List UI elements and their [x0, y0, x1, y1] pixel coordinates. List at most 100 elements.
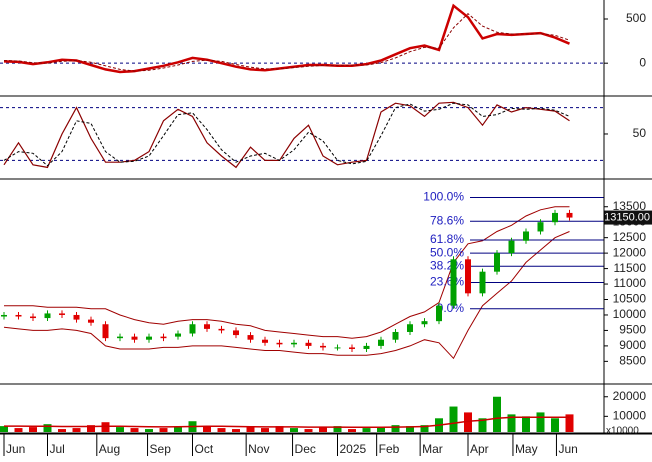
y-tick-label: 50	[633, 126, 647, 140]
candle-body	[131, 336, 138, 340]
volume-bar	[261, 428, 269, 432]
series-line	[3, 3, 570, 74]
volume-bar	[551, 418, 559, 432]
candle-body	[508, 240, 515, 254]
x-tick-label: Oct	[195, 442, 214, 456]
volume-bar	[290, 428, 298, 432]
candle-body	[523, 231, 529, 241]
volume-bar	[145, 429, 153, 432]
x-tick-label: Apr	[470, 442, 489, 456]
candle-body	[233, 330, 239, 336]
x-tick-label: Sep	[150, 442, 172, 456]
volume-bar	[377, 427, 385, 432]
x-tick-label: Jun	[6, 442, 25, 456]
y-tick-label: 9000	[619, 338, 646, 352]
x-tick-label: Jun	[558, 442, 577, 456]
series-line	[4, 206, 570, 339]
volume-bar	[391, 425, 400, 432]
x-tick-label: Jul	[50, 442, 65, 456]
y-tick-label: 11000	[614, 276, 647, 290]
candle-body	[175, 333, 181, 337]
candle-body	[479, 271, 486, 294]
y-tick-label: 10000	[613, 307, 647, 321]
volume-bar	[333, 426, 342, 432]
candle-body	[44, 313, 51, 319]
y-tick-label: 12500	[613, 230, 647, 244]
series-line	[3, 13, 570, 72]
candle-body	[1, 314, 7, 317]
x-tick-label: May	[515, 442, 538, 456]
candle-body	[494, 253, 500, 272]
volume-bar	[493, 396, 501, 432]
candle-body	[305, 342, 312, 346]
volume-bar	[464, 412, 472, 432]
fib-label: 78.6%	[430, 213, 464, 227]
y-tick-label: 13500	[613, 199, 647, 213]
x-tick-label: Dec	[295, 442, 316, 456]
y-tick-label: 20000	[613, 389, 647, 403]
candle-body	[189, 324, 196, 334]
y-tick-label: 11500	[614, 261, 647, 275]
candle-body	[349, 347, 355, 349]
volume-bar	[362, 428, 371, 432]
y-tick-label: 8500	[619, 354, 646, 368]
series-line	[3, 231, 570, 360]
volume-bar	[522, 416, 530, 432]
last-price-box	[604, 210, 652, 225]
y-tick-label: 10000	[613, 409, 647, 423]
volume-bar	[87, 425, 95, 432]
candle-body	[320, 345, 326, 348]
candle-body	[59, 313, 65, 315]
candle-body	[15, 314, 22, 317]
candle-body	[30, 316, 36, 319]
candle-body	[552, 212, 558, 223]
volume-bar	[275, 426, 284, 432]
x-tick-label: Feb	[379, 442, 400, 456]
volume-bar	[72, 428, 81, 432]
y-tick-label: 12000	[613, 245, 647, 259]
volume-bar	[304, 429, 313, 432]
volume-bar	[130, 428, 139, 432]
candle-body	[421, 321, 428, 325]
volume-bar	[101, 422, 110, 432]
unit-label: x10000	[606, 426, 639, 437]
candle-body	[378, 339, 384, 346]
volume-bar	[159, 428, 168, 432]
volume-bar	[319, 427, 327, 432]
candle-body	[262, 339, 268, 343]
candle-body	[465, 259, 471, 294]
candle-body	[436, 305, 442, 322]
fib-label: 61.8%	[430, 232, 464, 246]
candle-body	[218, 328, 225, 331]
fib-label: 50.0%	[430, 245, 464, 259]
series-line	[4, 416, 570, 429]
volume-bar	[116, 427, 124, 432]
volume-bar	[0, 426, 8, 432]
candle-body	[407, 324, 413, 332]
x-tick-label: Aug	[99, 442, 120, 456]
candle-body	[291, 342, 297, 345]
volume-bar	[43, 424, 52, 432]
volume-bar	[174, 427, 182, 432]
candle-body	[117, 336, 123, 339]
series-line	[3, 101, 570, 169]
candle-body	[204, 324, 210, 329]
y-tick-label: 9500	[619, 323, 646, 337]
volume-bar	[406, 426, 414, 432]
x-tick-label: Mar	[422, 442, 443, 456]
volume-bar	[449, 406, 458, 432]
candle-body	[276, 342, 283, 345]
fib-label: 100.0%	[423, 190, 464, 204]
candle-body	[537, 222, 544, 232]
candle-body	[334, 347, 341, 349]
candle-body	[566, 212, 573, 218]
y-tick-label: 0	[639, 55, 646, 69]
x-tick-label: 2025	[340, 442, 367, 456]
volume-bar	[217, 428, 226, 432]
candle-body	[88, 319, 94, 323]
volume-bar	[58, 429, 66, 432]
volume-bar	[29, 427, 37, 432]
candle-body	[392, 331, 399, 340]
